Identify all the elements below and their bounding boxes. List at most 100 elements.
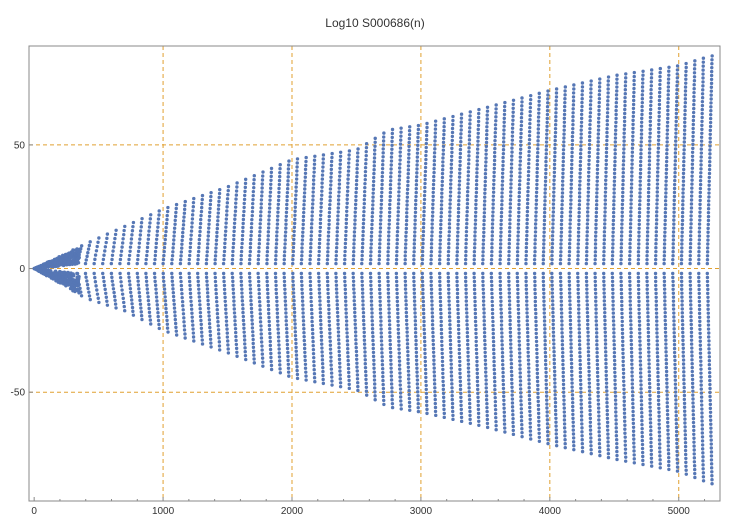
data-point (543, 187, 547, 191)
data-point (628, 242, 632, 246)
data-point (567, 242, 572, 246)
data-point (579, 148, 583, 152)
data-point (405, 342, 410, 346)
data-point (378, 234, 382, 238)
data-point (347, 374, 351, 379)
data-point (241, 314, 246, 319)
data-point (104, 295, 109, 299)
data-point (562, 398, 566, 402)
data-point (628, 253, 632, 258)
data-point (257, 287, 261, 292)
data-point (623, 459, 628, 463)
data-point (433, 139, 437, 143)
data-point (407, 132, 412, 137)
data-point (274, 279, 278, 284)
data-point (335, 230, 339, 234)
data-point (631, 429, 636, 433)
data-point (423, 359, 427, 364)
data-point (622, 387, 626, 391)
data-point (667, 69, 671, 73)
data-point (196, 249, 201, 254)
data-point (291, 287, 296, 291)
data-point (639, 367, 643, 371)
data-point (459, 120, 463, 124)
data-point (197, 299, 202, 303)
data-point (525, 326, 530, 331)
data-point (466, 174, 470, 178)
data-point (674, 107, 679, 112)
data-point (456, 319, 461, 324)
data-point (597, 89, 602, 93)
data-point (329, 351, 333, 355)
data-point (346, 351, 350, 355)
data-point (198, 221, 203, 226)
data-point (588, 404, 592, 409)
data-point (421, 241, 425, 246)
data-point (456, 214, 461, 219)
data-point (468, 126, 472, 130)
data-point (501, 370, 505, 375)
data-point (576, 287, 580, 292)
data-point (534, 327, 538, 332)
data-point (637, 210, 642, 215)
data-point (615, 449, 619, 454)
data-point (112, 294, 117, 299)
data-point (209, 190, 213, 195)
data-point (570, 389, 575, 393)
data-point (654, 238, 658, 242)
data-point (559, 299, 564, 303)
data-point (328, 339, 332, 343)
data-point (439, 207, 444, 211)
data-point (467, 154, 471, 158)
data-point (347, 161, 351, 165)
data-point (450, 382, 454, 386)
data-point (404, 318, 409, 323)
data-point (636, 283, 641, 288)
data-point (476, 395, 480, 400)
data-point (334, 287, 339, 291)
data-point (250, 217, 254, 222)
data-point (87, 243, 92, 248)
data-point (181, 227, 185, 231)
data-point (206, 294, 210, 299)
data-point (500, 183, 504, 187)
data-point (372, 378, 377, 382)
data-point (501, 140, 506, 144)
data-point (363, 177, 367, 182)
data-point (665, 405, 670, 409)
data-point (654, 303, 659, 307)
data-point (369, 287, 373, 291)
data-point (473, 238, 477, 242)
data-point (353, 202, 358, 207)
data-point (206, 230, 211, 234)
data-point (673, 147, 678, 151)
data-point (637, 230, 641, 234)
data-point (344, 299, 348, 303)
data-point (335, 295, 339, 299)
data-point (613, 140, 618, 144)
data-point (646, 338, 651, 343)
data-point (571, 91, 576, 95)
data-point (317, 283, 321, 287)
data-point (628, 291, 632, 295)
data-point (559, 234, 563, 238)
data-point (646, 334, 651, 339)
data-point (360, 283, 365, 287)
data-point (631, 433, 636, 437)
data-point (457, 183, 462, 187)
data-point (655, 174, 660, 178)
data-point (256, 271, 260, 276)
data-point (301, 214, 306, 219)
data-point (396, 226, 400, 230)
data-point (567, 253, 572, 258)
data-point (188, 291, 193, 296)
data-point (526, 173, 531, 178)
data-point (464, 279, 468, 284)
data-point (336, 330, 341, 334)
data-point (578, 163, 583, 168)
data-point (524, 257, 528, 262)
data-point (174, 210, 178, 215)
data-point (594, 299, 598, 303)
data-point (485, 117, 489, 121)
data-point (524, 291, 529, 295)
